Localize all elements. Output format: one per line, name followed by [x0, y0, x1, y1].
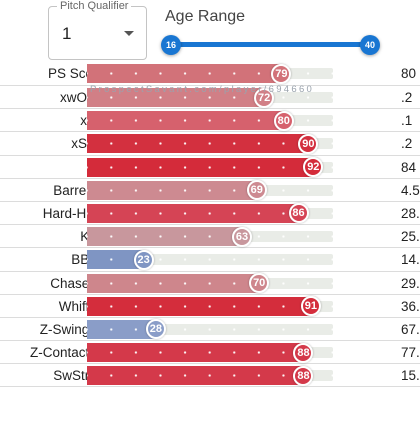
scale-dots	[87, 351, 333, 355]
stat-value: 29.24	[401, 275, 420, 291]
stat-value: 15.05	[401, 368, 420, 384]
pitch-qualifier-value: 1	[62, 24, 72, 43]
scale-dots	[87, 188, 333, 192]
stat-value: 80	[401, 66, 417, 81]
scale-dots	[87, 235, 333, 239]
stat-row: EV9284	[0, 156, 420, 179]
age-range-min-thumb[interactable]: 16	[161, 35, 181, 55]
percentile-badge: 86	[288, 203, 309, 224]
stat-value: 77.60	[401, 345, 420, 361]
stat-value: 25.2	[401, 229, 420, 245]
percentile-badge: 72	[254, 87, 275, 108]
scale-dots	[87, 304, 333, 308]
percentile-badge: 70	[249, 273, 270, 293]
scale-dots	[87, 258, 333, 262]
percentile-badge: 90	[298, 133, 319, 154]
pitch-qualifier-label: Pitch Qualifier	[57, 0, 132, 13]
dropdown-arrow-icon	[124, 31, 134, 36]
stat-value: 36.5	[401, 298, 420, 314]
stat-value: .1	[401, 113, 413, 129]
age-range-max-thumb[interactable]: 40	[360, 35, 380, 55]
stat-row: xSLG90.2	[0, 132, 420, 156]
stat-value: 67.95	[401, 321, 420, 337]
stat-value: 14.8	[401, 252, 420, 268]
scale-dots	[87, 281, 333, 285]
percentile-rankings: PS Score7980xwOBA72.2xBA80.1xSLG90.2EV92…	[0, 62, 420, 388]
percentile-badge: 63	[231, 226, 252, 247]
stat-value: 4.5	[401, 182, 420, 198]
stat-row: xBA80.1	[0, 109, 420, 133]
pitch-qualifier-select[interactable]: Pitch Qualifier 1	[48, 0, 147, 60]
percentile-badge: 88	[293, 365, 314, 386]
stat-label: Z-Contact %	[29, 345, 105, 361]
stat-value: .2	[401, 90, 413, 105]
stat-row: xwOBA 72.2	[0, 86, 420, 110]
percentile-badge: 69	[246, 180, 267, 201]
percentile-badge: 23	[133, 249, 154, 270]
stat-value: .2	[401, 136, 413, 152]
percentile-badge: 92	[303, 157, 324, 178]
scale-dots	[87, 96, 333, 99]
scale-dots	[87, 119, 333, 123]
stat-row: PS Score 79 80	[0, 62, 420, 86]
stat-row: Z-Contact % 88 77.60	[0, 341, 420, 365]
stat-row: Barrel % 69 4.5	[0, 179, 420, 202]
percentile-badge: 80	[273, 110, 294, 131]
scale-dots	[87, 72, 333, 75]
scale-dots	[87, 374, 333, 378]
scale-dots	[87, 211, 333, 215]
stat-value: 28.4	[401, 205, 420, 221]
age-range-title: Age Range	[165, 8, 246, 25]
percentile-badge: 91	[300, 296, 321, 317]
scale-dots	[87, 142, 333, 146]
scale-dots	[87, 165, 333, 169]
stat-value: 84	[401, 159, 417, 175]
percentile-badge: 88	[293, 342, 314, 363]
age-range-track[interactable]	[168, 42, 370, 47]
percentile-badge: 79	[271, 63, 292, 84]
percentile-badge: 28	[145, 319, 166, 340]
scale-dots	[87, 327, 333, 331]
